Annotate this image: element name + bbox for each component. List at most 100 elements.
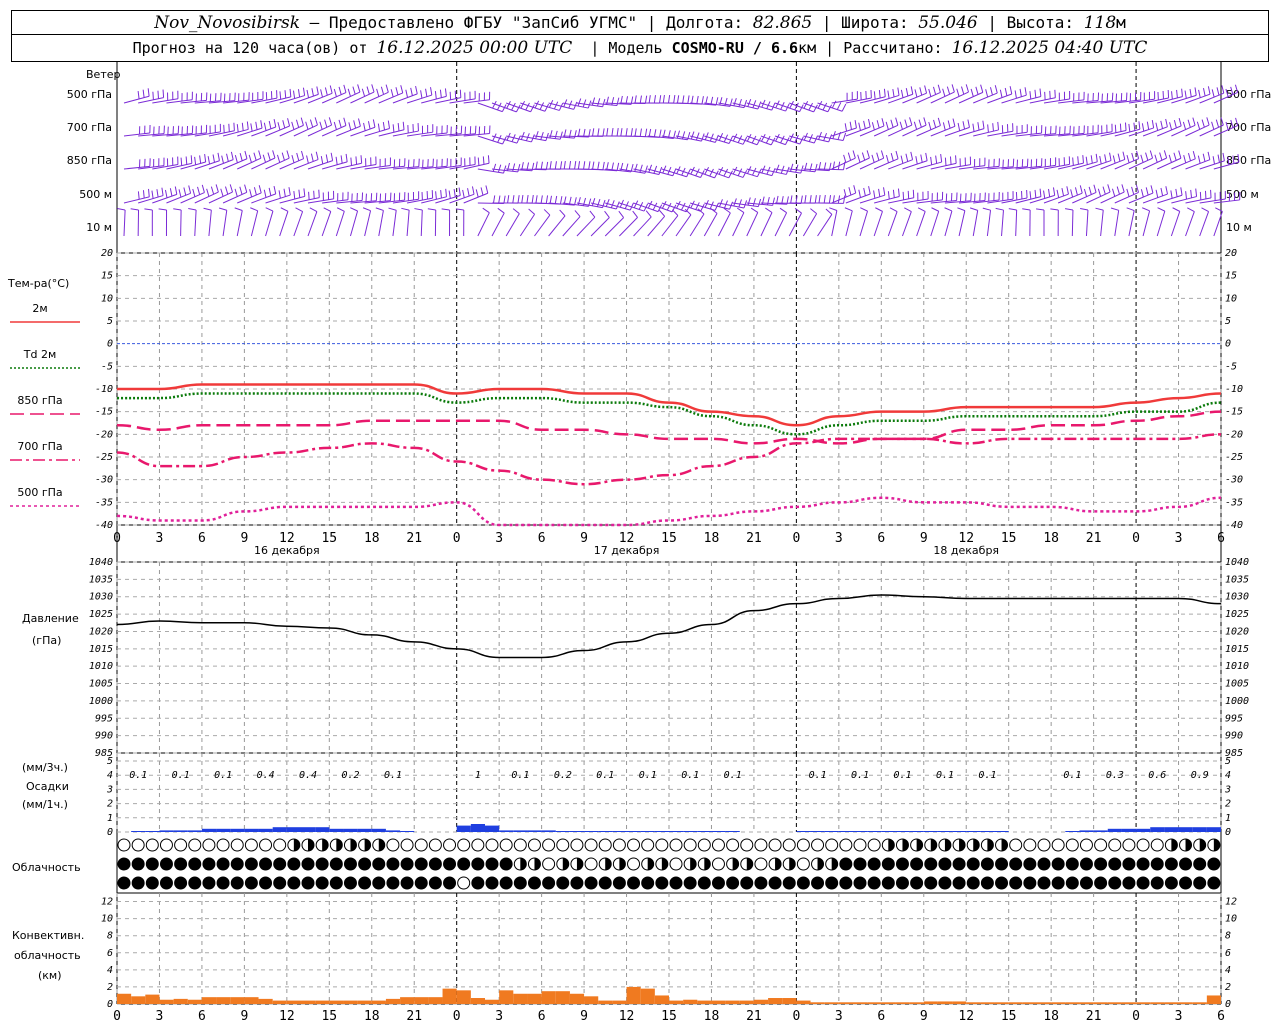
wind-feather <box>302 87 306 96</box>
temp-ytick-left: -40 <box>95 520 113 531</box>
wind-feather <box>743 200 748 209</box>
wind-feather <box>987 124 989 133</box>
precip-bar <box>216 828 231 832</box>
precip-3h-label: 0.1 <box>936 770 954 781</box>
pres-ytick-left: 1030 <box>89 592 113 603</box>
wind-feather <box>545 132 549 141</box>
wind-feather <box>800 165 804 174</box>
cloud-symbol <box>1094 838 1108 852</box>
wind-feather <box>1117 153 1121 162</box>
cloud-symbol-half <box>930 839 937 851</box>
wind-barb <box>1100 159 1125 170</box>
wind-feather <box>940 154 943 163</box>
wind-feather <box>662 95 665 104</box>
wind-feather <box>292 90 296 99</box>
wind-barb <box>845 126 871 137</box>
wind-feather <box>925 152 928 161</box>
wind-barb <box>1142 126 1168 137</box>
wind-feather <box>871 154 875 163</box>
wind-feather <box>1140 154 1144 163</box>
precip-bar <box>612 831 627 832</box>
conv-bar <box>980 1002 995 1004</box>
cloud-symbol <box>131 857 145 871</box>
wind-feather <box>278 190 281 199</box>
wind-feather <box>234 188 238 197</box>
wind-feather <box>715 97 719 106</box>
wind-feather <box>1131 152 1135 161</box>
conv-bar <box>485 999 500 1004</box>
wind-barb <box>1128 98 1155 104</box>
wind-barb <box>1001 94 1027 104</box>
conv-ytick-right: 6 <box>1225 948 1231 959</box>
wind-barb <box>1156 210 1166 237</box>
cloud-symbol <box>358 857 372 871</box>
cloud-symbol <box>697 876 711 890</box>
wind-feather <box>309 207 318 213</box>
precip-3h-label: 0.6 <box>1148 770 1166 781</box>
wind-feather <box>203 207 212 211</box>
wind-feather <box>684 208 692 216</box>
temp-xtick: 21 <box>406 531 422 546</box>
wind-feather <box>462 189 465 198</box>
cloud-symbol <box>159 857 173 871</box>
wind-feather <box>526 195 529 204</box>
precip-bar <box>272 827 287 832</box>
cloud-symbol <box>1037 876 1051 890</box>
wind-feather <box>1215 207 1223 212</box>
wind-barb <box>1142 97 1169 104</box>
wind-feather <box>1169 122 1173 131</box>
wind-barb <box>973 199 1000 204</box>
conv-xtick: 9 <box>240 1009 248 1024</box>
cloud-symbol-half <box>576 858 583 870</box>
precip-bar <box>697 831 712 832</box>
prec-ytick-left: 2 <box>107 799 113 810</box>
wind-barb <box>972 210 979 237</box>
wind-feather <box>298 189 301 198</box>
cloud-symbol <box>811 876 825 890</box>
wind-feather <box>1160 187 1164 196</box>
wind-barb <box>223 99 249 104</box>
wind-feather <box>897 188 900 197</box>
wind-feather <box>539 102 545 110</box>
wind-barb <box>788 212 802 237</box>
wind-barb <box>152 193 177 204</box>
wind-barb <box>732 102 759 110</box>
wind-feather <box>152 91 154 100</box>
wind-barb <box>873 158 899 170</box>
wind-feather <box>239 152 243 161</box>
cloud-symbol <box>1079 876 1093 890</box>
wind-barb <box>746 212 759 237</box>
pres-ytick-right: 1010 <box>1225 661 1249 672</box>
wind-feather <box>892 189 895 198</box>
wind-feather <box>577 161 581 170</box>
wind-barb <box>534 102 560 111</box>
station-name: Nov_Novosibirsk <box>154 12 300 33</box>
wind-feather <box>671 209 679 216</box>
wind-feather <box>244 184 248 193</box>
wind-feather <box>1122 151 1126 160</box>
wind-feather <box>1107 184 1111 193</box>
conv-bar <box>838 1002 853 1004</box>
wind-feather <box>430 87 433 96</box>
cloud-symbol <box>825 838 839 852</box>
wind-feather <box>239 186 243 195</box>
wind-barb <box>774 135 800 145</box>
wind-feather <box>355 156 358 165</box>
wind-barb <box>307 160 333 170</box>
cloud-symbol <box>273 838 287 852</box>
cloud-symbol-half <box>647 858 654 870</box>
wind-feather <box>1207 86 1211 95</box>
wind-feather <box>229 184 233 193</box>
cloud-symbol <box>938 876 952 890</box>
precip-3h-label: 0.1 <box>809 770 827 781</box>
wind-feather <box>1079 185 1083 194</box>
wind-feather <box>1004 87 1008 96</box>
wind-feather <box>952 118 956 127</box>
wind-feather <box>860 207 868 212</box>
temp-series-line <box>116 433 1222 486</box>
precip-bar <box>385 830 401 832</box>
wind-barb <box>732 212 745 237</box>
conv-bar <box>1136 1002 1151 1004</box>
wind-feather <box>775 133 780 142</box>
wind-feather <box>1196 121 1201 130</box>
